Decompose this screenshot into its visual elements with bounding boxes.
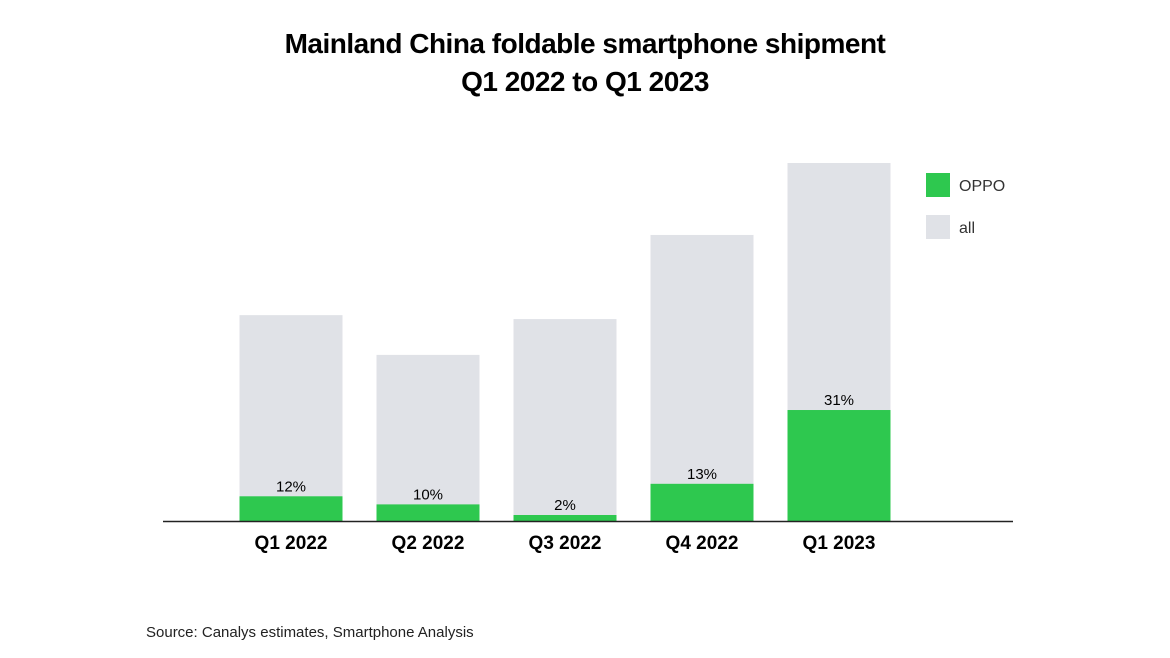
bar-all-2 — [513, 319, 617, 521]
data-label: 2% — [554, 497, 576, 514]
legend-swatch-all — [926, 215, 950, 239]
bar-all-3 — [650, 234, 754, 521]
data-label: 10% — [413, 486, 443, 503]
source-note: Source: Canalys estimates, Smartphone An… — [146, 624, 474, 641]
bar-oppo-0 — [239, 496, 343, 521]
x-tick-label: Q1 2022 — [255, 533, 328, 554]
x-tick-label: Q4 2022 — [666, 533, 739, 554]
data-label: 31% — [824, 392, 854, 409]
x-tick-label: Q1 2023 — [803, 533, 876, 554]
legend-label-all: all — [959, 220, 975, 237]
bar-oppo-4 — [787, 410, 891, 521]
bar-oppo-1 — [376, 504, 480, 521]
x-tick-label: Q3 2022 — [529, 533, 602, 554]
bar-oppo-3 — [650, 483, 754, 521]
bar-all-1 — [376, 354, 480, 521]
bar-all-0 — [239, 315, 343, 521]
legend-label-oppo: OPPO — [959, 178, 1005, 195]
chart-subtitle: Q1 2022 to Q1 2023 — [461, 66, 709, 97]
chart-title: Mainland China foldable smartphone shipm… — [284, 28, 886, 59]
x-tick-label: Q2 2022 — [392, 533, 465, 554]
bar-oppo-2 — [513, 515, 617, 521]
data-label: 12% — [276, 478, 306, 495]
legend-swatch-oppo — [926, 173, 950, 197]
data-label: 13% — [687, 466, 717, 483]
